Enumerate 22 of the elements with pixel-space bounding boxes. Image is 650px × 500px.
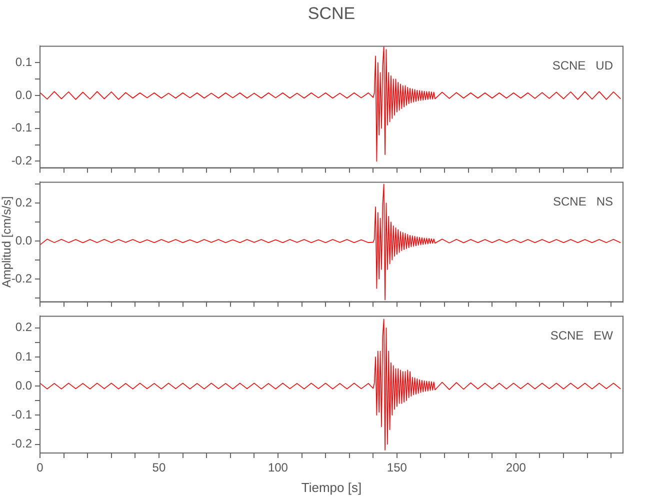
x-tick-label: 0 <box>36 460 44 475</box>
annotation: SCNE NS <box>552 194 613 209</box>
annotation: SCNE EW <box>550 328 614 343</box>
annotation: SCNE UD <box>552 58 614 73</box>
x-tick-label: 50 <box>152 460 166 475</box>
y-tick-label: -0.1 <box>11 120 32 135</box>
chart-title: SCNE <box>306 4 356 24</box>
y-tick-label: 0.0 <box>15 378 32 392</box>
y-tick-label: -0.1 <box>11 407 32 422</box>
x-tick-label: 150 <box>386 460 408 475</box>
y-tick-label: -0.2 <box>11 154 32 168</box>
x-axis-title: Tiempo [s] <box>301 480 362 495</box>
y-tick-label: 0.0 <box>15 88 32 102</box>
y-tick-label: 0.2 <box>15 195 32 210</box>
y-tick-label: -0.2 <box>11 271 32 286</box>
y-tick-label: 0.2 <box>15 320 32 334</box>
y-tick-label: 0.0 <box>15 233 32 248</box>
y-tick-label: 0.1 <box>15 349 32 364</box>
x-tick-label: 200 <box>506 460 526 475</box>
y-tick-label: -0.2 <box>11 436 32 451</box>
y-tick-label: 0.1 <box>15 54 32 69</box>
x-tick-label: 100 <box>268 460 288 475</box>
